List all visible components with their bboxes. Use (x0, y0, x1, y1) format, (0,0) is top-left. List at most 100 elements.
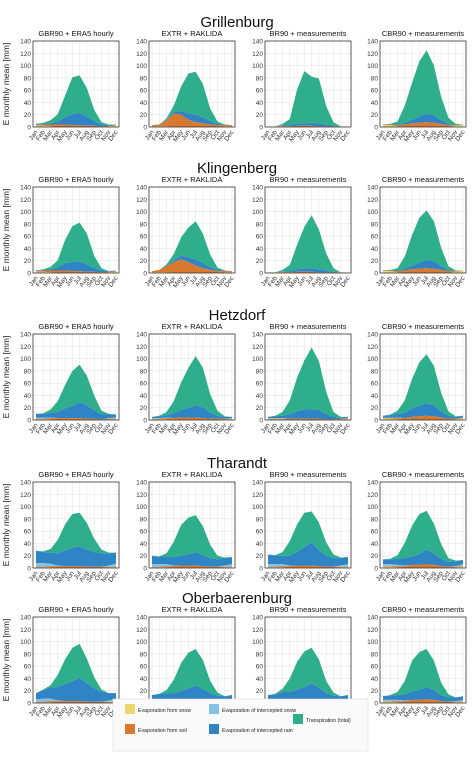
y-tick-label: 0 (143, 271, 147, 278)
panel: GBR90 + ERA5 hourly 0 20 40 60 80 100 120 140 Jan… (20, 29, 120, 143)
y-tick-label: 120 (367, 627, 378, 634)
site-title: Oberbaerenburg (182, 590, 292, 607)
site-group: Tharandt E monthly mean [mm] GBR90 + ERA5 … (1, 455, 467, 584)
y-tick-label: 0 (27, 418, 31, 425)
y-tick-label: 40 (371, 541, 379, 548)
y-tick-label: 0 (259, 566, 263, 573)
y-tick-label: 100 (136, 209, 147, 216)
legend-swatch-intercepted-snow (209, 704, 219, 714)
y-tick-label: 140 (136, 332, 147, 339)
y-tick-label: 100 (136, 639, 147, 646)
panel-title: GBR90 + ERA5 hourly (38, 322, 113, 331)
area-soil (383, 122, 463, 127)
area-soil (152, 417, 232, 420)
panel-title: GBR90 + ERA5 hourly (38, 175, 113, 184)
y-tick-label: 80 (24, 221, 32, 228)
panel: GBR90 + ERA5 hourly 0 20 40 60 80 100 120 140 Jan… (20, 605, 120, 719)
y-tick-label: 20 (371, 258, 379, 265)
y-tick-label: 0 (27, 271, 31, 278)
x-tick-label: Dec (223, 422, 236, 436)
x-tick-label: Jan (375, 570, 387, 583)
x-tick-label: Dec (339, 275, 352, 289)
y-tick-label: 100 (20, 639, 31, 646)
y-tick-label: 20 (24, 688, 32, 695)
y-tick-label: 140 (252, 480, 263, 487)
panel-title: CBR90 + measurements (382, 605, 465, 614)
x-tick-label: Oct (441, 570, 453, 582)
y-tick-label: 0 (374, 701, 378, 708)
y-tick-label: 20 (256, 258, 264, 265)
y-tick-label: 20 (256, 112, 264, 119)
y-tick-label: 40 (24, 676, 32, 683)
y-tick-label: 100 (367, 63, 378, 70)
panel-border (148, 40, 236, 128)
y-tick-label: 80 (371, 516, 379, 523)
x-tick-label: Dec (454, 275, 467, 289)
y-tick-label: 140 (367, 615, 378, 622)
y-axis-title: E monthly mean [mm] (1, 484, 11, 567)
x-tick-label: Jan (260, 129, 272, 142)
panel: BR90 + measurements 0 20 40 60 80 100 120 140 Jan… (252, 175, 352, 289)
panel-border (32, 481, 120, 569)
y-tick-label: 80 (140, 516, 148, 523)
x-tick-label: Jan (144, 129, 156, 142)
x-tick-label: Dec (223, 275, 236, 289)
legend-box (112, 698, 369, 752)
area-soil (36, 701, 116, 703)
y-tick-label: 40 (371, 393, 379, 400)
y-tick-label: 100 (252, 209, 263, 216)
y-tick-label: 80 (256, 221, 264, 228)
y-tick-label: 40 (256, 100, 264, 107)
panel-title: BR90 + measurements (270, 605, 347, 614)
x-tick-label: Oct (210, 275, 222, 287)
x-tick-label: Oct (94, 422, 106, 434)
panel-title: CBR90 + measurements (382, 322, 465, 331)
x-tick-label: Jun (180, 570, 192, 583)
y-tick-label: 60 (256, 234, 264, 241)
y-tick-label: 40 (24, 393, 32, 400)
area-intercepted-snow (383, 564, 463, 567)
y-tick-label: 20 (140, 405, 148, 412)
panel: EXTR + RAKLIDA020406080100120140JanFebMa… (136, 470, 236, 584)
y-tick-label: 0 (259, 271, 263, 278)
x-tick-label: Dec (107, 422, 120, 436)
area-intercepted-snow (383, 699, 463, 702)
y-tick-label: 20 (371, 112, 379, 119)
area-intercepted-rain (36, 546, 116, 567)
y-tick-label: 0 (27, 701, 31, 708)
panel-border (379, 481, 467, 569)
x-tick-label: Dec (107, 275, 120, 289)
x-tick-label: Oct (210, 129, 222, 141)
y-tick-label: 40 (371, 246, 379, 253)
x-tick-label: Oct (441, 129, 453, 141)
y-tick-label: 0 (143, 125, 147, 132)
area-transpiration (268, 647, 348, 697)
y-tick-label: 140 (136, 480, 147, 487)
y-tick-label: 120 (252, 627, 263, 634)
x-tick-label: Oct (210, 422, 222, 434)
y-tick-label: 120 (136, 344, 147, 351)
y-tick-label: 100 (252, 356, 263, 363)
area-intercepted-rain (36, 402, 116, 420)
x-tick-label: Jun (180, 129, 192, 142)
area-intercepted-rain (36, 261, 116, 273)
area-intercepted-snow (152, 564, 232, 567)
y-tick-label: 120 (136, 197, 147, 204)
y-tick-label: 80 (256, 651, 264, 658)
y-tick-label: 60 (140, 234, 148, 241)
area-transpiration (383, 50, 463, 126)
x-tick-label: Jul (189, 422, 200, 433)
panel: CBR90 + measurements 0 20 40 60 80 100 120 140 Ja… (367, 29, 467, 143)
y-tick-label: 40 (371, 100, 379, 107)
y-tick-label: 0 (374, 566, 378, 573)
y-tick-label: 60 (371, 88, 379, 95)
x-tick-label: Jun (64, 422, 76, 435)
y-tick-label: 120 (252, 51, 263, 58)
legend-label: Evaporation of intercepted snow (222, 708, 296, 714)
y-tick-label: 140 (20, 615, 31, 622)
x-tick-label: Jan (28, 129, 40, 142)
y-tick-label: 40 (371, 676, 379, 683)
panel: EXTR + RAKLIDA020406080100120140JanFebMa… (136, 175, 236, 289)
y-tick-label: 120 (252, 344, 263, 351)
y-tick-label: 120 (367, 197, 378, 204)
